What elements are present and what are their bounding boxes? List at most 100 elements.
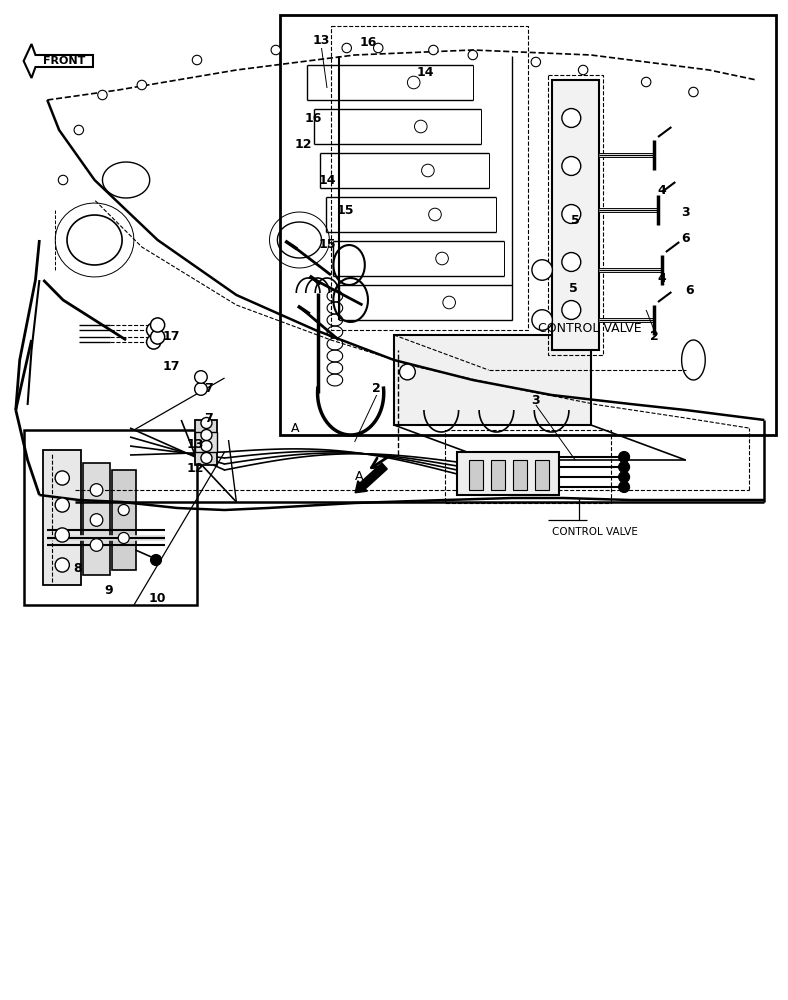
Circle shape (619, 461, 630, 473)
Bar (457, 452, 559, 495)
Text: A: A (292, 422, 299, 434)
Circle shape (271, 45, 281, 55)
Bar (394, 335, 591, 425)
Text: 17: 17 (163, 360, 180, 372)
Text: 14: 14 (318, 174, 336, 186)
Bar (195, 420, 217, 465)
Text: 5: 5 (571, 214, 580, 227)
Text: 5: 5 (569, 282, 578, 294)
Circle shape (58, 175, 68, 185)
Circle shape (147, 323, 161, 337)
Circle shape (201, 417, 212, 429)
Circle shape (641, 77, 651, 87)
Circle shape (90, 484, 102, 496)
Circle shape (429, 45, 438, 55)
Text: 16: 16 (359, 35, 377, 48)
Circle shape (55, 498, 69, 512)
Text: 17: 17 (163, 330, 180, 344)
Text: 2: 2 (372, 381, 381, 394)
Text: A: A (355, 470, 363, 483)
Bar (535, 460, 549, 490)
Circle shape (147, 335, 161, 349)
Circle shape (422, 164, 434, 177)
Circle shape (578, 65, 588, 75)
Circle shape (407, 76, 420, 89)
Text: 4: 4 (657, 271, 667, 284)
Circle shape (342, 43, 351, 53)
Circle shape (201, 440, 212, 452)
Bar (24, 430, 197, 605)
Circle shape (151, 330, 165, 344)
Bar (43, 450, 81, 585)
Circle shape (195, 383, 207, 395)
Circle shape (619, 451, 630, 463)
Circle shape (429, 208, 441, 221)
Bar (469, 460, 483, 490)
Circle shape (400, 364, 415, 380)
Circle shape (532, 310, 552, 330)
Bar (552, 80, 599, 350)
Circle shape (137, 80, 147, 90)
Circle shape (55, 528, 69, 542)
Circle shape (443, 296, 455, 309)
Text: 9: 9 (105, 584, 113, 596)
Circle shape (532, 260, 552, 280)
Circle shape (531, 57, 541, 67)
Circle shape (414, 120, 427, 133)
Text: 3: 3 (682, 206, 690, 219)
Circle shape (619, 471, 630, 483)
Polygon shape (24, 44, 93, 78)
Circle shape (55, 471, 69, 485)
Bar (112, 470, 136, 570)
Bar (445, 430, 611, 503)
Circle shape (55, 558, 69, 572)
Text: 12: 12 (187, 462, 204, 475)
Circle shape (98, 90, 107, 100)
Text: 7: 7 (204, 412, 214, 424)
Text: 6: 6 (686, 284, 693, 296)
Circle shape (562, 301, 581, 319)
Circle shape (619, 481, 630, 493)
Text: 16: 16 (304, 111, 322, 124)
Text: 14: 14 (417, 66, 434, 79)
Circle shape (562, 157, 581, 175)
FancyArrow shape (355, 463, 387, 493)
Text: FRONT: FRONT (43, 56, 86, 66)
Text: 13: 13 (313, 33, 330, 46)
Circle shape (562, 253, 581, 271)
Circle shape (201, 429, 212, 441)
Circle shape (118, 532, 129, 544)
Text: CONTROL VALVE: CONTROL VALVE (552, 527, 637, 537)
Text: 13: 13 (187, 438, 204, 450)
Text: 15: 15 (318, 237, 336, 250)
Text: 3: 3 (532, 393, 540, 406)
Text: 7: 7 (204, 381, 214, 394)
Circle shape (689, 87, 698, 97)
Text: 4: 4 (657, 184, 667, 196)
Circle shape (74, 125, 84, 135)
Circle shape (118, 504, 129, 516)
Circle shape (436, 252, 448, 265)
Text: 10: 10 (149, 591, 166, 604)
Circle shape (562, 109, 581, 127)
Bar (491, 460, 505, 490)
Text: 6: 6 (682, 232, 690, 244)
Text: 8: 8 (73, 562, 81, 575)
Circle shape (201, 452, 212, 464)
Circle shape (562, 205, 581, 223)
Circle shape (374, 43, 383, 53)
Bar (280, 15, 776, 435)
Circle shape (90, 539, 102, 551)
Bar (548, 75, 603, 355)
Bar (195, 432, 217, 452)
Circle shape (151, 318, 165, 332)
Text: 15: 15 (336, 204, 354, 217)
Bar (513, 460, 527, 490)
Circle shape (195, 371, 207, 383)
Text: CONTROL VALVE: CONTROL VALVE (537, 322, 641, 334)
Circle shape (468, 50, 478, 60)
Text: 12: 12 (295, 138, 312, 151)
Bar (331, 26, 528, 330)
Circle shape (192, 55, 202, 65)
Circle shape (90, 514, 102, 526)
